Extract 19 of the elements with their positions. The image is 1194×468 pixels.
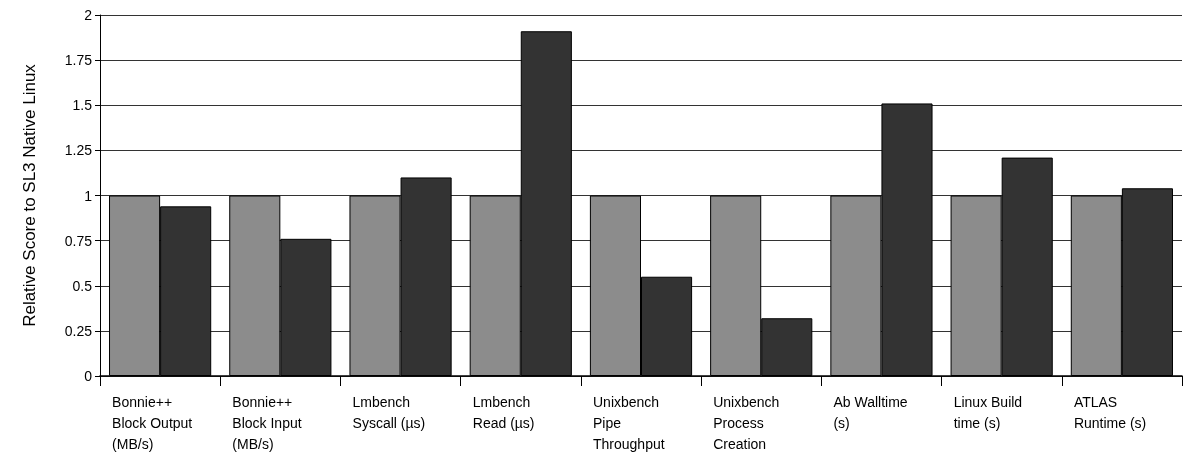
y-tick-label: 0.75 — [64, 232, 93, 249]
x-tick-label: Lmbench Syscall (µs) — [352, 393, 426, 431]
x-tick-label: Bonnie++ Block Output (MB/s) — [112, 393, 197, 452]
y-tick-label: 1 — [84, 187, 93, 204]
x-tick-label: Bonnie++ Block Input (MB/s) — [232, 393, 306, 452]
x-tick-label: Unixbench Process Creation — [713, 393, 784, 452]
x-tick-label: Lmbench Read (µs) — [472, 393, 535, 431]
x-tick-label: Unixbench Pipe Throughput — [593, 393, 665, 452]
x-tick-label: ATLAS Runtime (s) — [1073, 393, 1147, 431]
x-tick-label: Ab Walltime (s) — [833, 393, 912, 431]
x-tick-label: Linux Build time (s) — [953, 393, 1027, 431]
y-tick-label: 1.75 — [64, 52, 93, 69]
y-tick-label: 0.25 — [64, 322, 93, 339]
y-tick-label: 2 — [84, 7, 93, 23]
y-tick-label: 0 — [84, 368, 93, 384]
y-tick-label: 0.5 — [72, 277, 93, 294]
y-tick-label: 1.5 — [72, 97, 93, 114]
y-axis-title: Relative Score to SL3 Native Linux — [20, 63, 39, 327]
y-tick-label: 1.25 — [64, 142, 93, 159]
